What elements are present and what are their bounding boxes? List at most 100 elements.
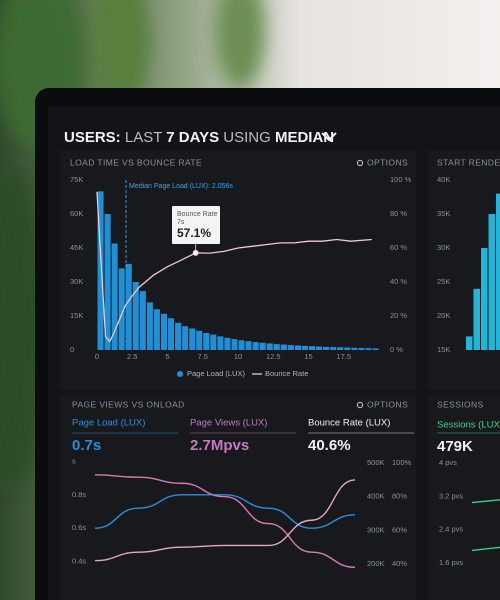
histogram-bar bbox=[330, 347, 337, 350]
line-series bbox=[94, 479, 356, 562]
tick-label: 60K bbox=[70, 209, 83, 218]
tooltip-point bbox=[192, 249, 199, 256]
tick-label: 30K bbox=[70, 277, 83, 286]
line-series bbox=[94, 474, 356, 569]
metric-value: 0.7s bbox=[72, 437, 101, 454]
tick-label: 0.4s bbox=[72, 557, 86, 566]
x-tick-label: 10 bbox=[234, 352, 242, 361]
metric-label: Page Load (LUX) bbox=[72, 418, 145, 429]
tick-label: 35K bbox=[437, 209, 450, 218]
bar bbox=[473, 288, 480, 350]
histogram-bar bbox=[252, 342, 259, 350]
tick-label: 30K bbox=[437, 243, 450, 252]
histogram-bar bbox=[266, 343, 273, 350]
dashboard: USERS: LAST 7 DAYS USING MEDIAN LOAD TIM… bbox=[60, 129, 500, 600]
histogram-bar bbox=[153, 309, 160, 350]
tick-label: 0 % bbox=[390, 345, 403, 354]
metric-label: Page Views (LUX) bbox=[190, 418, 267, 429]
metric-value: 2.7Mpvs bbox=[190, 437, 249, 454]
histogram-bar bbox=[231, 339, 238, 350]
histogram-bar bbox=[160, 313, 167, 350]
histogram-bar bbox=[273, 344, 280, 350]
tick-label: 45K bbox=[70, 243, 83, 252]
tick-label: 15K bbox=[70, 311, 83, 320]
histogram-bar bbox=[301, 345, 308, 350]
histogram-bar bbox=[210, 334, 217, 350]
x-tick-label: 5 bbox=[165, 352, 169, 361]
tick-label: 40% bbox=[392, 559, 407, 568]
histogram-bar bbox=[323, 346, 330, 350]
tick-label: 40 % bbox=[390, 277, 407, 286]
tick-label: 0.8s bbox=[72, 490, 86, 499]
title-part: LAST bbox=[125, 129, 162, 146]
title-part: USING bbox=[223, 129, 271, 146]
x-tick-label: 15 bbox=[304, 352, 312, 361]
x-tick-label: 0 bbox=[95, 352, 99, 361]
tick-label: 500K bbox=[367, 458, 385, 467]
legend-swatch bbox=[177, 371, 183, 377]
x-tick-label: 7.5 bbox=[198, 352, 208, 361]
options-button[interactable]: OPTIONS bbox=[367, 399, 408, 409]
x-tick-label: 17.5 bbox=[336, 352, 351, 361]
histogram-bar bbox=[358, 347, 365, 350]
histogram-bar bbox=[337, 347, 344, 350]
line-series bbox=[94, 494, 356, 529]
histogram-bar bbox=[224, 337, 231, 350]
bar bbox=[496, 193, 500, 350]
histogram-bar bbox=[139, 291, 146, 350]
dropdown-icon[interactable] bbox=[321, 132, 337, 142]
histogram-bar bbox=[196, 330, 203, 350]
tick-label: 25K bbox=[437, 277, 450, 286]
tooltip-x: 7s bbox=[177, 219, 185, 226]
histogram-bar bbox=[118, 268, 125, 350]
histogram-bar bbox=[365, 348, 372, 350]
histogram-bar bbox=[351, 347, 358, 350]
histogram-bar bbox=[245, 341, 252, 350]
options-icon[interactable] bbox=[356, 159, 364, 167]
tick-label: 80% bbox=[392, 492, 407, 501]
options-button[interactable]: OPTIONS bbox=[367, 157, 408, 167]
tick-label: 75K bbox=[70, 175, 83, 184]
legend-label: Page Load (LUX) bbox=[187, 369, 245, 378]
options-icon[interactable] bbox=[356, 401, 364, 409]
tick-label: 4 pvs bbox=[439, 458, 457, 467]
panel-title: SESSIONS bbox=[437, 399, 484, 409]
x-tick-label: 12.5 bbox=[266, 352, 281, 361]
tick-label: 200K bbox=[367, 559, 385, 568]
tick-label: 20 % bbox=[390, 311, 407, 320]
tick-label: 15K bbox=[437, 345, 450, 354]
histogram-bar bbox=[104, 214, 111, 350]
header-title: USERS: LAST 7 DAYS USING MEDIAN bbox=[64, 129, 334, 146]
histogram-bar bbox=[146, 302, 153, 350]
histogram-bar bbox=[189, 328, 196, 350]
metric-value: 40.6% bbox=[308, 437, 351, 454]
tick-label: 1.6 pvs bbox=[439, 558, 463, 567]
histogram-bar bbox=[287, 345, 294, 350]
histogram-bar bbox=[259, 342, 266, 350]
tooltip-value: 57.1% bbox=[177, 226, 211, 240]
histogram-bar bbox=[132, 282, 139, 350]
tick-label: 2.4 pvs bbox=[439, 525, 463, 534]
bar bbox=[488, 214, 495, 350]
panel-title: PAGE VIEWS VS ONLOAD bbox=[72, 399, 185, 409]
tick-label: 80 % bbox=[390, 209, 407, 218]
histogram-bar bbox=[316, 346, 323, 350]
histogram-bar bbox=[309, 346, 316, 350]
title-part: MEDIAN bbox=[275, 129, 334, 146]
bar bbox=[466, 336, 473, 350]
panel-title: LOAD TIME VS BOUNCE RATE bbox=[70, 157, 202, 167]
histogram-bar bbox=[97, 191, 104, 350]
panel bbox=[428, 395, 500, 600]
metric-value: 479K bbox=[437, 438, 473, 455]
median-label: Median Page Load (LUX): 2.056s bbox=[129, 183, 233, 190]
histogram-bar bbox=[175, 322, 182, 350]
panel bbox=[428, 150, 500, 390]
tooltip-title: Bounce Rate bbox=[177, 211, 218, 218]
tick-label: 100% bbox=[392, 458, 412, 467]
tick-label: s bbox=[72, 456, 76, 465]
tick-label: 3.2 pvs bbox=[439, 491, 463, 500]
histogram-bar bbox=[372, 348, 379, 350]
x-tick-label: 2.5 bbox=[127, 352, 137, 361]
